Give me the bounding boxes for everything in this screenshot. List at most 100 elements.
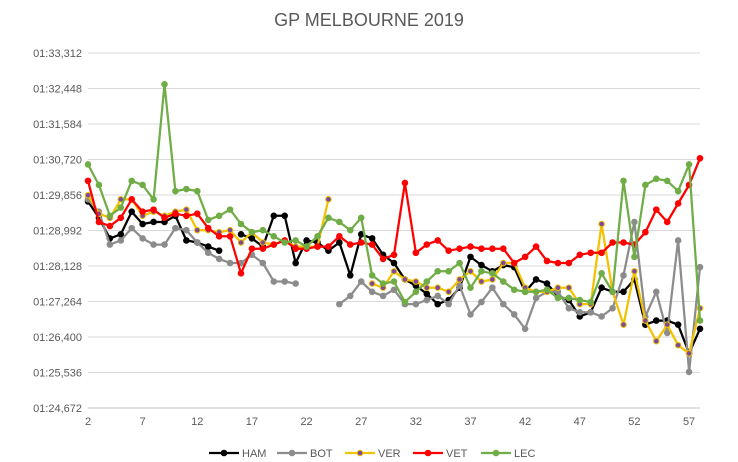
data-point-bot <box>390 286 398 294</box>
data-point-ver <box>554 284 562 291</box>
data-point-ver <box>368 280 376 287</box>
data-point-ver <box>565 284 573 291</box>
data-point-ver <box>674 341 682 349</box>
data-point-bot <box>357 278 365 285</box>
data-point-bot <box>685 368 693 376</box>
data-point-vet <box>401 179 409 187</box>
data-point-lec <box>183 185 190 193</box>
data-point-ver <box>620 321 627 328</box>
data-point-bot <box>434 292 442 300</box>
data-point-bot <box>456 282 463 289</box>
data-point-lec <box>412 288 420 296</box>
data-point-ham <box>467 253 474 261</box>
data-point-vet <box>510 259 518 267</box>
data-point-vet <box>128 196 136 203</box>
data-point-bot <box>587 309 595 316</box>
data-point-ham <box>281 212 289 220</box>
data-point-lec <box>423 278 431 285</box>
x-tick-label: 22 <box>300 416 312 428</box>
data-point-vet <box>445 247 452 255</box>
data-point-lec <box>609 288 616 296</box>
data-point-vet <box>456 245 463 252</box>
y-tick-label: 01:26,400 <box>33 332 82 344</box>
data-point-lec <box>663 177 671 185</box>
data-point-vet <box>139 208 146 215</box>
data-point-bot <box>270 278 278 285</box>
data-point-lec <box>620 177 627 185</box>
data-point-bot <box>259 259 267 267</box>
data-point-ham <box>620 288 627 296</box>
legend-label: LEC <box>514 448 535 460</box>
x-tick-label: 52 <box>628 416 640 428</box>
series-group <box>84 81 704 376</box>
y-tick-label: 01:27,264 <box>33 297 82 309</box>
data-point-bot <box>292 280 299 287</box>
data-point-ver <box>325 196 332 203</box>
data-point-bot <box>346 292 354 300</box>
data-point-vet <box>499 245 507 252</box>
data-point-lec <box>521 288 529 296</box>
legend-label: HAM <box>242 448 266 460</box>
data-point-lec <box>139 181 146 189</box>
data-point-ver <box>401 276 409 283</box>
axes: 01:24,672 01:25,536 01:26,400 01:27,264 01:2… <box>33 48 700 428</box>
data-point-lec <box>357 214 365 222</box>
data-point-ver <box>598 220 605 228</box>
data-point-bot <box>652 288 660 296</box>
gridlines <box>88 52 700 409</box>
data-point-bot <box>128 224 136 232</box>
data-point-lec <box>204 216 212 224</box>
data-point-ham <box>532 276 540 283</box>
data-point-ham <box>652 317 660 324</box>
data-point-ver <box>423 284 431 291</box>
series-vet <box>84 154 704 277</box>
data-point-vet <box>543 257 551 265</box>
data-point-bot <box>521 325 529 333</box>
data-point-lec <box>631 253 638 261</box>
data-point-ham <box>336 239 343 246</box>
legend-label: BOT <box>310 448 333 460</box>
data-point-lec <box>292 237 299 244</box>
data-point-bot <box>663 329 671 337</box>
data-point-bot <box>674 237 682 244</box>
data-point-bot <box>467 311 474 318</box>
data-point-lec <box>117 204 125 211</box>
data-point-ver <box>445 288 452 296</box>
data-point-vet <box>248 245 256 252</box>
legend-item-bot: BOT <box>277 448 333 460</box>
y-tick-label: 01:24,672 <box>33 403 82 415</box>
data-point-vet <box>423 241 431 248</box>
legend-swatch-marker <box>288 449 296 457</box>
data-point-lec <box>226 206 234 213</box>
data-point-bot <box>696 263 704 271</box>
data-point-vet <box>379 255 387 263</box>
data-point-ver <box>412 278 420 285</box>
y-tick-label: 01:25,536 <box>33 368 82 380</box>
data-point-ver <box>652 337 660 345</box>
data-point-vet <box>587 249 595 257</box>
x-tick-label: 2 <box>85 416 91 428</box>
data-point-ham <box>248 235 256 242</box>
legend: HAM BOT VER VET LEC <box>209 448 535 460</box>
series-line-lec <box>87 83 702 321</box>
data-point-vet <box>357 239 365 246</box>
data-point-lec <box>587 298 595 306</box>
data-point-lec <box>106 212 114 220</box>
data-point-ver <box>489 276 496 283</box>
data-point-vet <box>226 233 234 240</box>
data-point-bot <box>620 272 627 279</box>
data-point-ver <box>631 267 638 275</box>
data-point-lec <box>478 267 485 275</box>
x-tick-label: 37 <box>464 416 476 428</box>
data-point-vet <box>183 212 190 220</box>
data-point-lec <box>336 218 343 226</box>
data-point-ham <box>478 261 485 269</box>
data-point-lec <box>379 280 387 287</box>
data-point-bot <box>150 241 157 248</box>
data-point-lec <box>642 181 649 189</box>
data-point-lec <box>456 259 463 267</box>
data-point-ham <box>128 208 136 215</box>
data-point-ham <box>434 300 442 308</box>
data-point-vet <box>292 245 299 252</box>
